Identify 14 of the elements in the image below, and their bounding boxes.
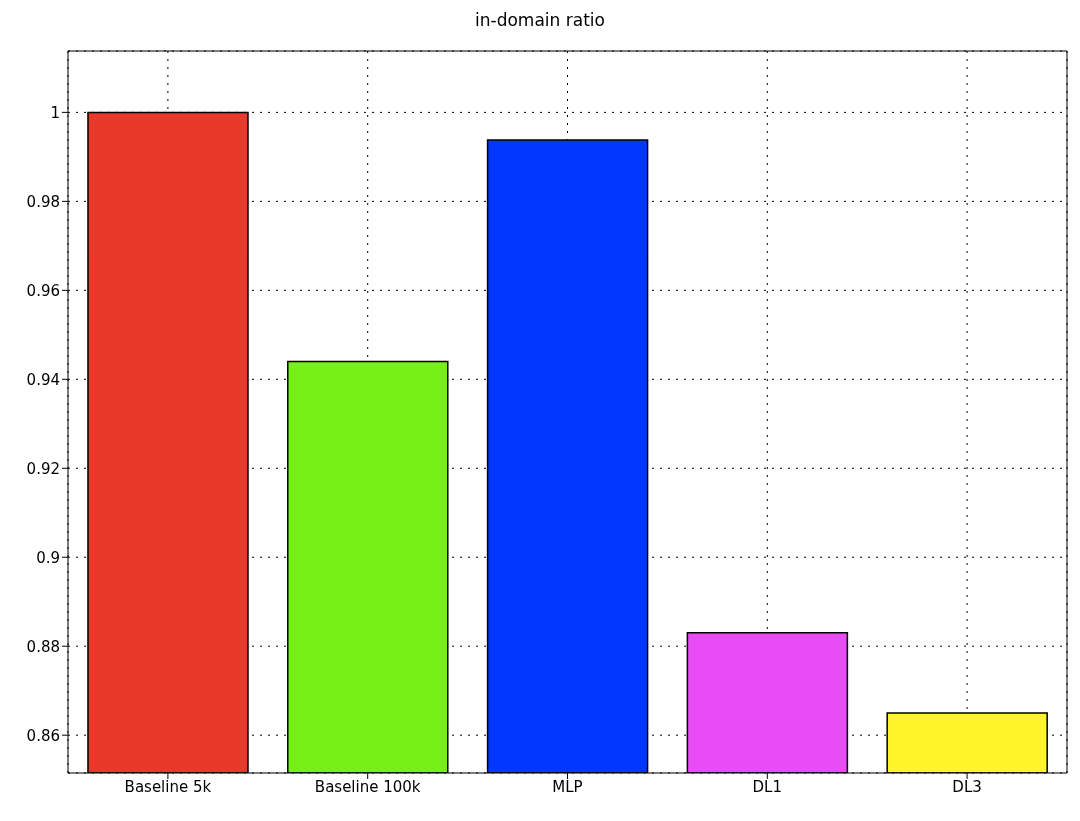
y-tick-label: 0.96 — [26, 281, 60, 300]
x-tick-label: DL1 — [752, 777, 783, 796]
y-tick-label: 0.92 — [26, 459, 60, 478]
y-tick-label: 0.94 — [26, 370, 60, 389]
y-tick-label: 0.88 — [26, 637, 60, 656]
x-tick-label: Baseline 5k — [124, 777, 212, 796]
x-tick-label: DL3 — [952, 777, 982, 796]
x-tick-label: MLP — [552, 777, 583, 796]
y-tick-label: 0.9 — [36, 548, 60, 567]
y-tick-label: 0.86 — [26, 726, 60, 745]
x-tick-label: Baseline 100k — [314, 777, 421, 796]
y-tick-label: 0.98 — [26, 192, 60, 211]
chart-title: in-domain ratio — [474, 9, 606, 32]
y-tick-label: 1 — [50, 103, 60, 122]
